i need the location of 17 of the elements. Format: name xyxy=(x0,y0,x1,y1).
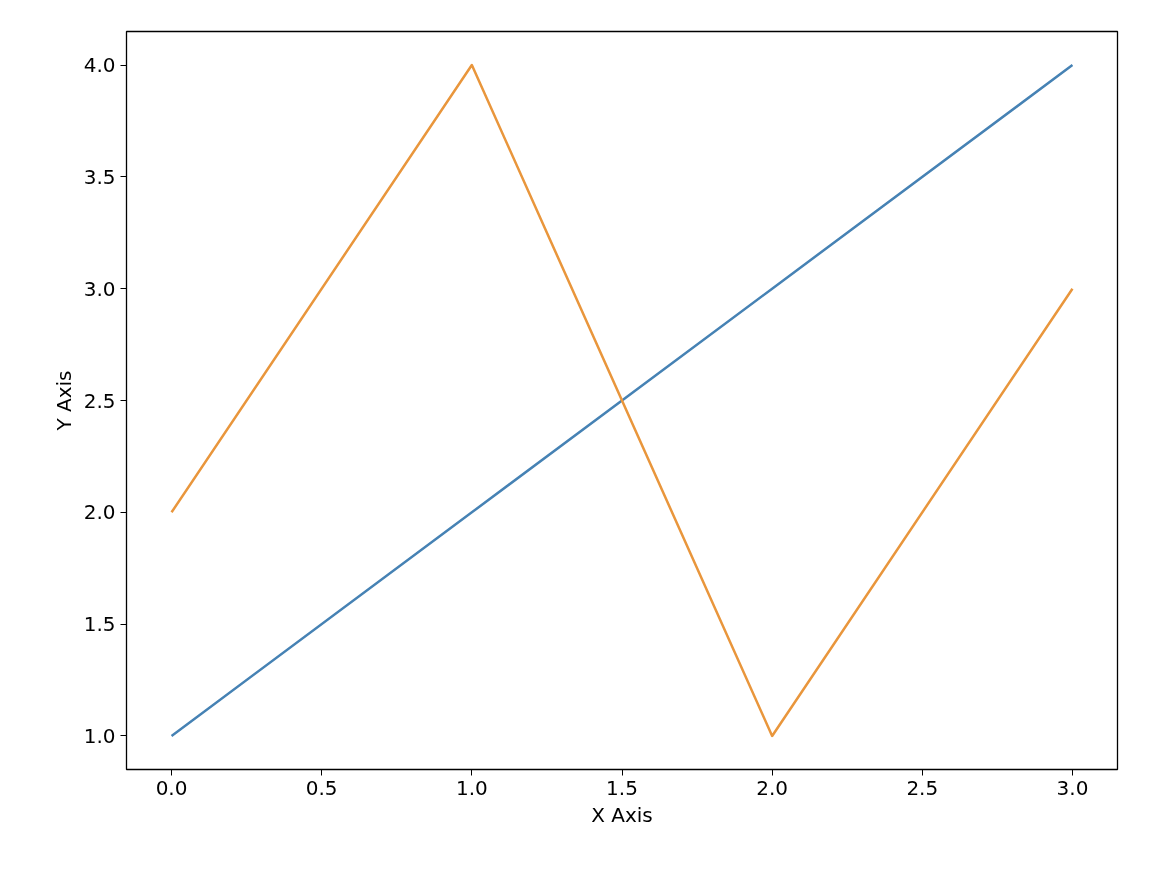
y-tick-label: 3.0 xyxy=(83,276,116,301)
y-tick-label: 4.0 xyxy=(83,53,116,78)
y-tick-label: 1.0 xyxy=(83,723,116,748)
x-tick-label: 1.5 xyxy=(606,775,638,800)
x-tick-label: 2.0 xyxy=(756,775,789,800)
line-series xyxy=(170,63,1074,738)
y-tick-label: 3.5 xyxy=(83,164,116,189)
x-axis-title: X Axis xyxy=(591,802,653,827)
x-tick-label: 0.5 xyxy=(305,775,338,800)
y-tick-label: 2.5 xyxy=(83,388,116,413)
y-tick-label: 2.0 xyxy=(83,500,116,525)
y-tick-label: 1.5 xyxy=(83,612,116,637)
x-tick-label: 1.0 xyxy=(455,775,488,800)
x-tick-label: 0.0 xyxy=(155,775,188,800)
x-tick-label: 3.0 xyxy=(1056,775,1089,800)
x-tick-label: 2.5 xyxy=(906,775,939,800)
y-axis-title: Y Axis xyxy=(51,370,76,432)
